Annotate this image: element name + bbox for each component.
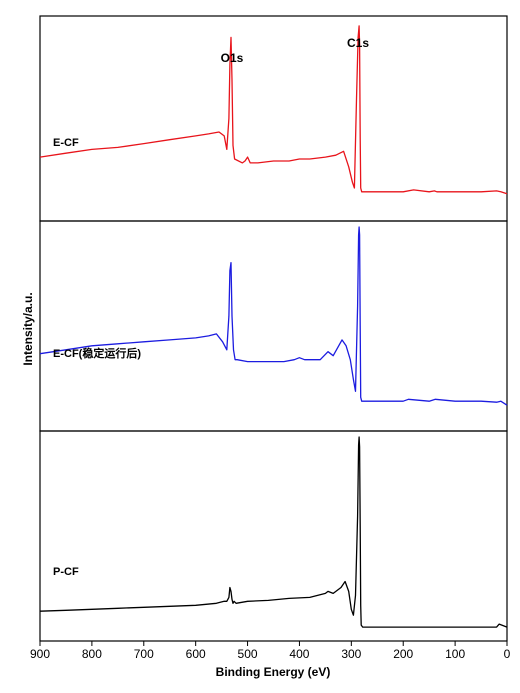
x-tick-label-300: 300: [341, 647, 361, 661]
x-tick-label-600: 600: [186, 647, 206, 661]
x-tick-label-700: 700: [134, 647, 154, 661]
y-axis-title: Intensity/a.u.: [21, 292, 35, 365]
x-tick-label-400: 400: [289, 647, 309, 661]
x-tick-label-200: 200: [393, 647, 413, 661]
panel-0-frame: [39, 15, 508, 222]
x-tick-label-0: 0: [504, 647, 511, 661]
x-axis-title: Binding Energy (eV): [216, 665, 331, 679]
panel-2-frame: [39, 430, 508, 642]
series-layer: [39, 25, 508, 628]
peak-label-o1s: O1s: [221, 51, 244, 65]
series-label-e-cf-stable: E-CF(稳定运行后): [53, 346, 141, 360]
x-tick-label-900: 900: [30, 647, 50, 661]
peak-label-c1s: C1s: [347, 36, 369, 50]
series-line-0: [39, 25, 508, 195]
x-tick-label-800: 800: [82, 647, 102, 661]
series-label-p-cf: P-CF: [53, 566, 79, 578]
series-label-e-cf: E-CF: [53, 137, 79, 149]
x-axis-ticks: 900 800 700 600 500 400 300 200 100 0: [30, 641, 511, 661]
series-line-1: [39, 226, 508, 406]
x-tick-label-100: 100: [445, 647, 465, 661]
series-line-2: [39, 436, 508, 628]
x-tick-label-500: 500: [238, 647, 258, 661]
